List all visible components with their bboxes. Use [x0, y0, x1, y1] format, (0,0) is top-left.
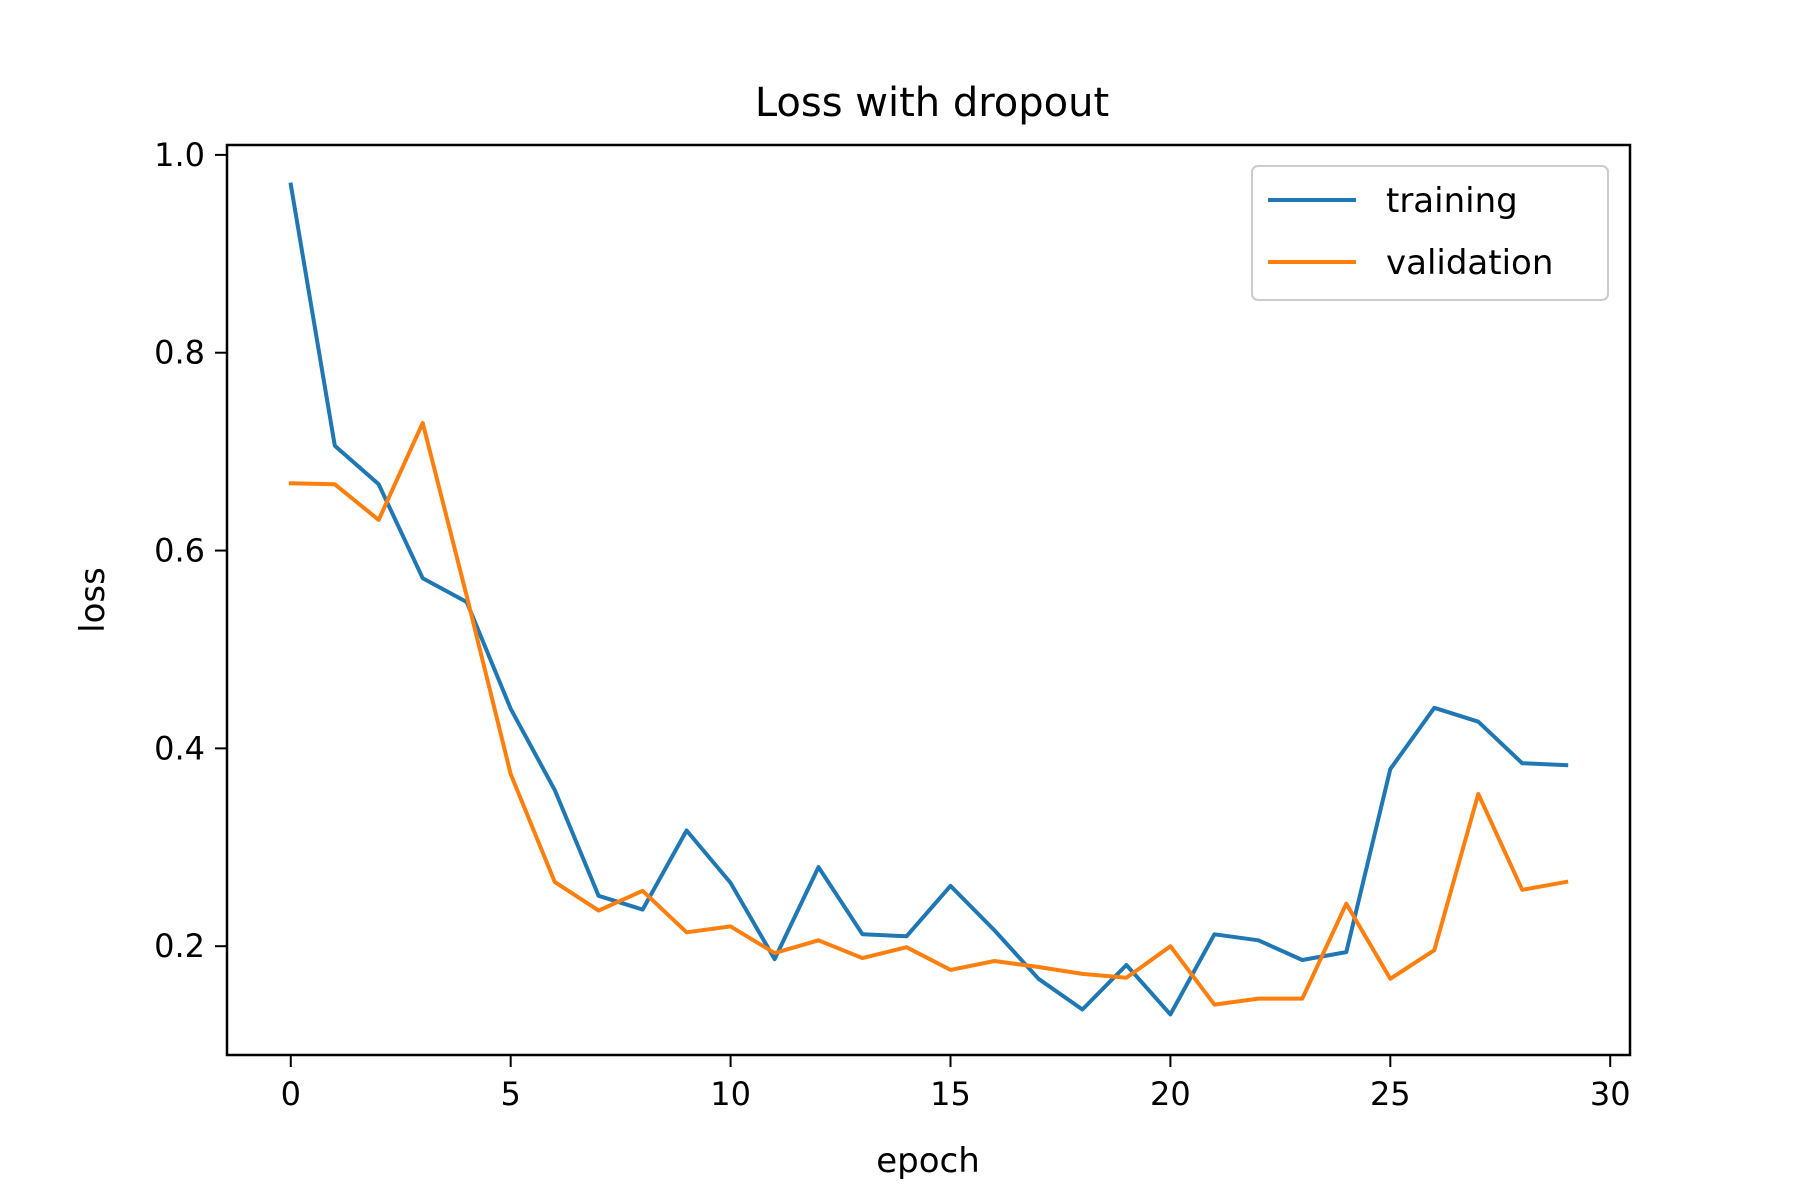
y-tick-label: 0.4: [154, 729, 205, 767]
legend: training validation: [1251, 165, 1609, 301]
legend-label-validation: validation: [1386, 243, 1553, 283]
y-tick-label: 0.8: [154, 334, 205, 372]
plot-frame: [225, 143, 1632, 1057]
x-tick-label: 25: [1370, 1075, 1411, 1113]
x-tick-label: 15: [930, 1075, 971, 1113]
y-axis-label: loss: [73, 567, 113, 633]
y-tick-label: 0.6: [154, 532, 205, 570]
x-axis: 0 5 10 15 20 25 30: [281, 1055, 1631, 1113]
x-tick-label: 20: [1150, 1075, 1191, 1113]
series-line-training: [288, 182, 1569, 1017]
y-axis: 0.2 0.4 0.6 0.8 1.0: [154, 136, 227, 965]
x-axis-label: epoch: [876, 1141, 980, 1181]
plot-area: [225, 143, 1632, 1057]
x-tick-label: 10: [710, 1075, 751, 1113]
x-tick-label: 0: [281, 1075, 301, 1113]
y-tick-label: 1.0: [154, 136, 205, 174]
legend-label-training: training: [1386, 181, 1518, 221]
series-lines: [288, 182, 1569, 1017]
x-tick-label: 5: [500, 1075, 520, 1113]
x-tick-label: 30: [1590, 1075, 1631, 1113]
series-line-validation: [288, 420, 1569, 1007]
chart-title: Loss with dropout: [755, 80, 1109, 126]
y-tick-label: 0.2: [154, 927, 205, 965]
